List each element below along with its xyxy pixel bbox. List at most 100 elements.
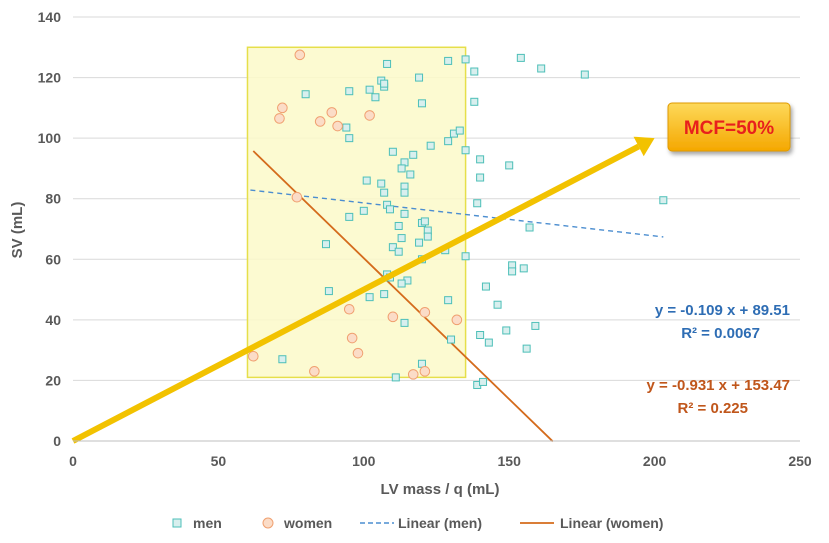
- point-men-23: [426, 141, 435, 150]
- point-women-13: [352, 347, 364, 359]
- point-men-46: [397, 234, 406, 243]
- point-men-53: [659, 196, 668, 205]
- point-men-35: [400, 188, 409, 197]
- legend-linear-women-label: Linear (women): [560, 515, 663, 531]
- point-women-2: [274, 113, 285, 124]
- trendline-women: [252, 150, 554, 443]
- point-men-10: [516, 53, 525, 62]
- legend-men-label: men: [193, 515, 222, 531]
- point-men-9: [461, 55, 470, 64]
- legend: men women Linear (men) Linear (women): [172, 515, 663, 531]
- point-men-65: [481, 282, 490, 291]
- point-women-0: [294, 49, 306, 61]
- legend-women-label: women: [283, 515, 332, 531]
- men-equation: y = -0.109 x + 89.51: [655, 302, 790, 319]
- x-tick-label-100: 100: [352, 453, 376, 469]
- point-men-16: [417, 99, 426, 108]
- y-tick-label-0: 0: [53, 433, 61, 449]
- point-men-73: [476, 331, 485, 339]
- point-men-82: [479, 377, 488, 386]
- y-axis-title: SV (mL): [9, 202, 26, 259]
- point-men-19: [444, 137, 453, 146]
- point-women-5: [332, 120, 343, 132]
- point-men-80: [391, 373, 400, 382]
- mcf-label: MCF=50%: [667, 102, 791, 152]
- trendline-layer: [250, 150, 664, 443]
- point-men-21: [455, 126, 464, 135]
- point-men-22: [461, 146, 470, 155]
- x-tick-label-50: 50: [211, 453, 227, 469]
- y-tick-label-140: 140: [38, 9, 62, 25]
- y-tick-label-20: 20: [45, 372, 61, 388]
- point-women-6: [364, 110, 375, 121]
- point-men-47: [415, 238, 424, 247]
- point-men-67: [324, 287, 333, 296]
- point-men-5: [380, 79, 389, 88]
- point-men-30: [406, 170, 415, 179]
- point-men-71: [400, 318, 409, 327]
- point-men-6: [383, 59, 392, 68]
- axis-layer: 0 20 40 60 80 100 120 140 0 50 100 150 200 250: [38, 9, 812, 469]
- point-men-76: [531, 321, 540, 330]
- point-men-38: [385, 205, 394, 214]
- point-men-0: [301, 90, 310, 99]
- point-men-36: [380, 188, 389, 197]
- point-men-48: [388, 243, 397, 252]
- point-men-29: [397, 164, 406, 173]
- point-men-31: [476, 173, 485, 182]
- women-r2: R² = 0.225: [678, 400, 748, 417]
- point-men-28: [505, 161, 514, 170]
- point-men-39: [473, 199, 482, 208]
- y-tick-label-80: 80: [45, 191, 61, 207]
- point-men-78: [278, 355, 287, 364]
- point-men-13: [470, 67, 479, 76]
- point-men-69: [444, 296, 453, 305]
- point-men-33: [377, 179, 386, 188]
- point-men-49: [394, 247, 403, 256]
- legend-linear-men-label: Linear (men): [398, 515, 482, 531]
- point-men-27: [476, 155, 485, 164]
- highlight-box: [246, 46, 467, 379]
- mcf-label-box: [667, 102, 791, 152]
- point-men-66: [380, 290, 389, 299]
- point-men-17: [342, 123, 351, 132]
- point-men-18: [345, 134, 354, 143]
- x-tick-label-150: 150: [498, 453, 522, 469]
- point-men-41: [420, 217, 429, 226]
- y-tick-label-120: 120: [38, 70, 62, 86]
- point-women-17: [419, 366, 431, 377]
- women-equation: y = -0.931 x + 153.47: [647, 377, 790, 394]
- men-r2: R² = 0.0067: [681, 325, 760, 342]
- point-men-55: [345, 212, 354, 221]
- point-men-43: [400, 209, 409, 218]
- point-women-12: [451, 314, 463, 326]
- highlight-box-layer: [246, 46, 467, 379]
- point-men-24: [388, 147, 397, 156]
- point-men-74: [484, 338, 493, 347]
- mcf-arrow-layer: [71, 136, 655, 444]
- point-women-7: [291, 191, 303, 203]
- point-men-11: [537, 64, 546, 73]
- legend-men-marker: [172, 518, 182, 528]
- point-men-15: [371, 93, 380, 102]
- point-men-75: [502, 326, 511, 335]
- point-men-42: [394, 221, 403, 230]
- point-men-77: [522, 344, 531, 353]
- point-women-1: [277, 102, 288, 114]
- y-tick-label-100: 100: [38, 130, 62, 146]
- point-men-70: [493, 300, 502, 309]
- point-men-52: [525, 223, 534, 232]
- point-men-59: [519, 264, 528, 273]
- point-men-8: [444, 56, 453, 65]
- point-men-45: [423, 232, 432, 241]
- point-men-72: [447, 335, 456, 344]
- point-men-25: [409, 150, 418, 159]
- point-men-2: [365, 85, 374, 94]
- mcf-arrow-shaft: [71, 143, 641, 444]
- y-tick-label-60: 60: [45, 251, 61, 267]
- point-women-8: [343, 303, 355, 315]
- point-men-32: [362, 176, 371, 185]
- points-layer: [247, 49, 668, 389]
- point-men-54: [321, 240, 330, 249]
- point-women-16: [407, 369, 419, 380]
